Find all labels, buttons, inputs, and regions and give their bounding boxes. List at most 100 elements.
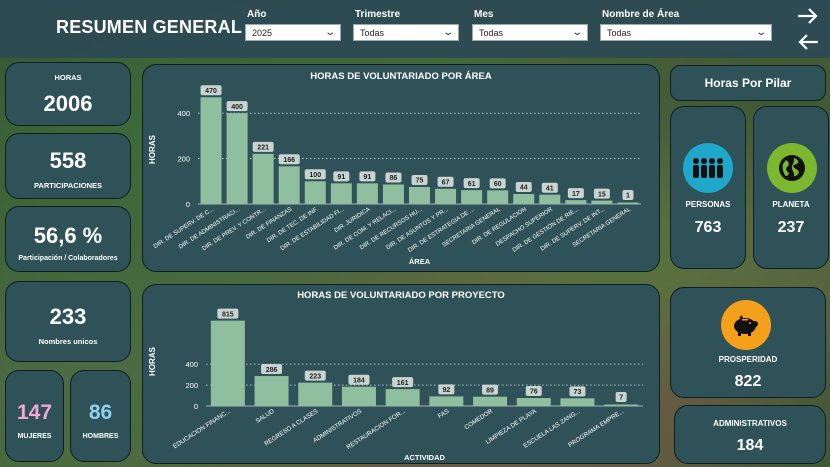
bar[interactable] (516, 398, 551, 406)
bar[interactable] (298, 382, 333, 406)
data-label-bg (411, 174, 428, 185)
chart-title-proyecto: HORAS DE VOLUNTARIADO POR PROYECTO (297, 290, 505, 301)
people-icon (683, 143, 733, 193)
bar[interactable] (487, 190, 509, 204)
bar[interactable] (254, 376, 289, 406)
data-label-bg (437, 176, 454, 187)
globe-icon (767, 143, 817, 193)
filter-label-area: Nombre de Área (602, 9, 680, 20)
data-label-bg (333, 171, 350, 182)
month-dropdown[interactable]: Todas ⌄ (472, 24, 588, 41)
y-axis-label: HORAS (148, 346, 157, 376)
chart-card-proyecto: HORAS DE VOLUNTARIADO POR PROYECTO 0 200 4… (142, 284, 660, 464)
bar[interactable] (539, 194, 561, 204)
pillar-label-administrativos: ADMINISTRATIVOS (713, 419, 787, 428)
y-tick-label: 400 (177, 109, 190, 118)
bar[interactable] (435, 188, 457, 204)
bar[interactable] (385, 389, 420, 406)
bar[interactable] (341, 386, 376, 406)
bar[interactable] (565, 200, 587, 204)
year-dropdown[interactable]: 2025 ⌄ (245, 24, 341, 41)
chevron-down-icon: ⌄ (323, 26, 336, 38)
bar[interactable] (278, 166, 300, 204)
kpi-label-participaciones: PARTICIPACIONES (33, 181, 103, 190)
kpi-value-mujeres: 147 (16, 401, 53, 424)
bar[interactable] (604, 404, 639, 407)
data-label-bg (359, 171, 376, 182)
bar[interactable] (252, 153, 274, 204)
pillar-title: Horas Por Pilar (704, 76, 792, 90)
bar[interactable] (200, 97, 222, 204)
data-label-bg (622, 190, 634, 200)
pillar-value-administrativos: 184 (736, 437, 764, 454)
chevron-down-icon: ⌄ (441, 26, 454, 38)
data-label-bg (304, 169, 326, 180)
kpi-label-nombres-unicos: Nombres unicos (38, 337, 98, 346)
x-tick-label: COMEDOR (463, 408, 494, 432)
arrow-left-icon[interactable] (796, 32, 820, 52)
data-label-bg (515, 182, 532, 193)
bar[interactable] (473, 396, 508, 406)
bar[interactable] (409, 186, 430, 204)
filter-label-year: Año (247, 9, 267, 20)
data-label: 91 (363, 174, 371, 181)
x-tick-label: EDUCACION FINANC... (172, 408, 232, 451)
data-label-bg (525, 386, 542, 397)
pillar-label-prosperidad: PROSPERIDAD (718, 355, 778, 364)
data-label: 815 (222, 311, 234, 318)
x-tick-label: DIR. DE FINANZAS (245, 207, 293, 241)
bar[interactable] (513, 194, 535, 204)
bar[interactable] (356, 183, 378, 204)
kpi-value-hombres: 86 (88, 401, 113, 424)
year-dropdown-value: 2025 (252, 27, 273, 38)
area-dropdown-value: Todas (607, 27, 632, 38)
data-label: 92 (442, 387, 450, 394)
quarter-dropdown-value: Todas (360, 27, 385, 38)
data-label-bg (278, 154, 300, 165)
data-label-bg (261, 364, 283, 375)
data-label: 91 (337, 174, 345, 181)
data-label-bg (217, 308, 239, 319)
kpi-label-mujeres: MUJERES (17, 433, 52, 440)
data-label-bg (489, 178, 506, 189)
kpi-value-participacion-colaboradores: 56,6 % (33, 223, 103, 248)
bar[interactable] (461, 190, 483, 204)
y-tick-label: 400 (185, 360, 198, 369)
pillar-label-personas: PERSONAS (685, 200, 731, 209)
bar[interactable] (226, 113, 248, 204)
data-label-bg (200, 85, 222, 96)
bar[interactable] (382, 184, 404, 204)
arrow-right-icon[interactable] (796, 6, 820, 26)
pillar-title-card: Horas Por Pilar (670, 65, 826, 101)
bar[interactable] (429, 396, 464, 406)
bar[interactable] (304, 181, 326, 204)
data-label-bg (252, 141, 274, 152)
x-axis-label: ACTIVIDAD (404, 453, 445, 462)
filter-label-month: Mes (474, 9, 494, 20)
pillar-value-planeta: 237 (777, 219, 805, 236)
kpi-card-horas: HORAS 2006 (5, 62, 131, 126)
quarter-dropdown[interactable]: Todas ⌄ (353, 24, 459, 41)
x-tick-label: SALUD (255, 408, 277, 425)
y-axis-label: HORAS (148, 134, 157, 164)
pillar-label-planeta: PLANETA (772, 200, 810, 209)
bar[interactable] (330, 183, 352, 204)
kpi-card-participaciones: 558 PARTICIPACIONES (5, 133, 131, 199)
area-dropdown[interactable]: Todas ⌄ (600, 24, 772, 41)
data-label: 61 (468, 181, 476, 188)
pillar-card-planeta: PLANETA 237 (753, 106, 829, 269)
bar[interactable] (617, 202, 639, 205)
filter-label-quarter: Trimestre (355, 9, 401, 20)
bar[interactable] (560, 398, 595, 406)
data-label: 73 (574, 389, 582, 396)
data-label: 166 (283, 157, 295, 164)
data-label-bg (567, 188, 584, 199)
data-label-bg (541, 182, 558, 193)
pillar-card-prosperidad: PROSPERIDAD 822 (670, 287, 826, 398)
bar[interactable] (210, 320, 245, 406)
bar[interactable] (591, 200, 613, 204)
data-label-bg (226, 101, 248, 112)
data-label: 184 (353, 377, 365, 384)
data-label-bg (392, 377, 414, 388)
